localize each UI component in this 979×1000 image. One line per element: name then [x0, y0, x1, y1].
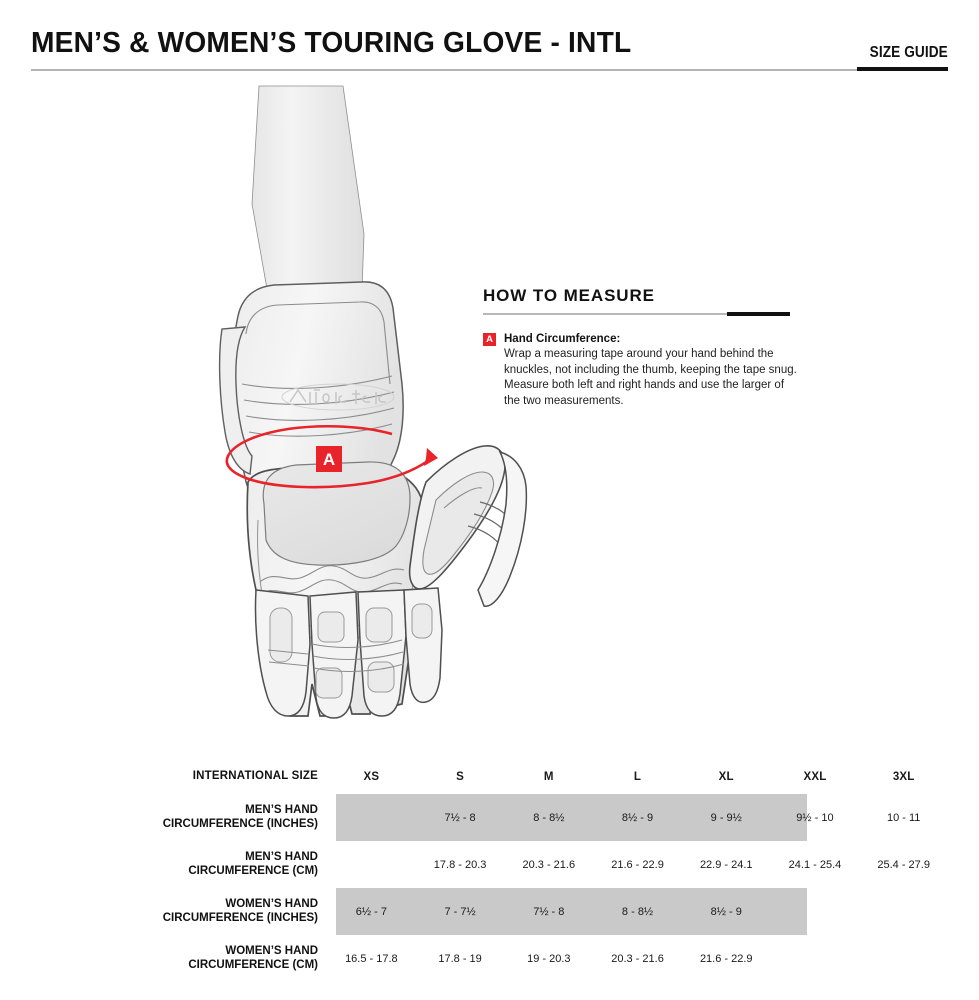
row-label-line: CIRCUMFERENCE (INCHES) [162, 911, 318, 924]
size-chart-table: INTERNATIONAL SIZE XS S M L XL XXL 3XL M… [31, 760, 948, 982]
glove-thumb-outer [477, 450, 528, 607]
table-cell: 21.6 - 22.9 [699, 952, 753, 965]
how-to-measure-divider [483, 313, 790, 315]
table-row: WOMEN’S HAND CIRCUMFERENCE (CM) 16.5 - 1… [31, 935, 948, 982]
table-header-cells: XS S M L XL XXL 3XL [327, 771, 948, 783]
glove-forearm-cuff [251, 85, 365, 290]
measure-item-label: Hand Circumference: [504, 333, 621, 345]
glove-illustration: A [212, 84, 542, 744]
table-cell: 9½ - 10 [796, 811, 834, 824]
how-to-measure-divider-wrap [483, 312, 790, 317]
table-cell: 20.3 - 21.6 [522, 858, 576, 871]
table-cell: 10 - 11 [886, 811, 921, 824]
table-cell: 6½ - 7 [355, 905, 387, 918]
table-cell: 7½ - 8 [533, 905, 565, 918]
size-header-cell: S [456, 771, 465, 783]
table-header-label: INTERNATIONAL SIZE [192, 770, 318, 783]
size-header-cell: M [543, 771, 554, 783]
table-cell [771, 953, 860, 965]
how-to-measure-section: HOW TO MEASURE A Hand Circumference: Wra… [483, 286, 803, 409]
table-cell: 8½ - 9 [710, 905, 742, 918]
page-title: MEN’S & WOMEN’S TOURING GLOVE - INTL [31, 27, 632, 59]
table-row: MEN’S HAND CIRCUMFERENCE (INCHES) 7½ - 8… [31, 794, 948, 841]
table-cell [771, 906, 860, 918]
table-cell: 9 - 9½ [710, 811, 742, 824]
table-cell: 22.9 - 24.1 [699, 858, 753, 871]
glove-thumb-panel [422, 471, 495, 575]
table-cell: 17.8 - 20.3 [433, 858, 487, 871]
measurement-ellipse [225, 424, 433, 489]
table-cell: 8 - 8½ [533, 811, 565, 824]
measure-instruction-item: A Hand Circumference: Wrap a measuring t… [483, 332, 803, 409]
table-row-cells: 17.8 - 20.3 20.3 - 21.6 21.6 - 22.9 22.9… [327, 859, 948, 871]
glove-knuckle-scallop [257, 565, 405, 597]
row-label-line: MEN’S HAND [245, 804, 318, 816]
table-row-cells: 6½ - 7 7 - 7½ 7½ - 8 8 - 8½ 8½ - 9 [327, 906, 948, 918]
size-header-cell: XXL [803, 771, 827, 783]
size-header-cell: 3XL [892, 771, 915, 783]
table-cell: 17.8 - 19 [438, 952, 482, 965]
svg-text:A: A [323, 450, 335, 469]
table-cell: 16.5 - 17.8 [345, 952, 398, 965]
how-to-measure-title: HOW TO MEASURE [483, 286, 655, 305]
table-row: WOMEN’S HAND CIRCUMFERENCE (INCHES) 6½ -… [31, 888, 948, 935]
table-cell [859, 953, 948, 965]
table-row-cells: 7½ - 8 8 - 8½ 8½ - 9 9 - 9½ 9½ - 10 10 -… [327, 812, 948, 824]
glove-finger-ribs [267, 639, 405, 673]
row-label-line: CIRCUMFERENCE (INCHES) [162, 817, 318, 830]
glove-wrist-strap [218, 326, 253, 475]
table-cell [859, 906, 948, 918]
table-row-cells: 16.5 - 17.8 17.8 - 19 19 - 20.3 20.3 - 2… [327, 953, 948, 965]
table-cell: 7½ - 8 [444, 811, 476, 824]
table-cell: 8 - 8½ [621, 905, 654, 918]
measurement-arrowhead [424, 448, 438, 466]
measurement-badge-a: A [316, 446, 342, 472]
table-row-label: WOMEN’S HAND CIRCUMFERENCE (INCHES) [31, 898, 327, 925]
table-header-row: INTERNATIONAL SIZE XS S M L XL XXL 3XL [31, 760, 948, 794]
row-label-line: MEN’S HAND [245, 851, 318, 863]
table-cell [327, 859, 416, 871]
glove-finger-panels [269, 603, 433, 699]
table-row-label: MEN’S HAND CIRCUMFERENCE (INCHES) [31, 804, 327, 831]
header-divider [31, 69, 948, 71]
size-guide-label: SIZE GUIDE [869, 44, 948, 61]
row-highlight-band [336, 794, 807, 841]
table-row-label: WOMEN’S HAND CIRCUMFERENCE (CM) [31, 945, 327, 972]
table-cell: 19 - 20.3 [527, 952, 571, 965]
table-row-label: MEN’S HAND CIRCUMFERENCE (CM) [31, 851, 327, 878]
table-cell: 21.6 - 22.9 [611, 858, 664, 871]
finger-middle [309, 591, 359, 719]
table-cell: 25.4 - 27.9 [877, 858, 930, 871]
table-cell: 8½ - 9 [621, 811, 654, 824]
page-header: MEN’S & WOMEN’S TOURING GLOVE - INTL SIZ… [0, 0, 979, 80]
table-cell: 7 - 7½ [444, 905, 476, 918]
header-divider-accent [857, 67, 948, 71]
how-to-measure-divider-accent [727, 312, 790, 316]
size-header-cell: L [633, 771, 642, 783]
table-cell: 24.1 - 25.4 [788, 858, 842, 871]
row-highlight-band [336, 888, 807, 935]
size-header-cell: XL [718, 771, 734, 783]
measure-badge-a-icon: A [483, 333, 496, 346]
table-cell [327, 812, 416, 824]
size-header-cell: XS [363, 771, 380, 783]
row-label-line: WOMEN’S HAND [225, 898, 318, 910]
glove-brand-logo [281, 383, 395, 411]
measure-item-description: Wrap a measuring tape around your hand b… [504, 348, 797, 407]
row-label-line: CIRCUMFERENCE (CM) [188, 958, 318, 971]
row-label-line: WOMEN’S HAND [225, 945, 318, 957]
table-row: MEN’S HAND CIRCUMFERENCE (CM) 17.8 - 20.… [31, 841, 948, 888]
row-label-line: CIRCUMFERENCE (CM) [188, 864, 318, 877]
table-cell: 20.3 - 21.6 [611, 952, 664, 965]
